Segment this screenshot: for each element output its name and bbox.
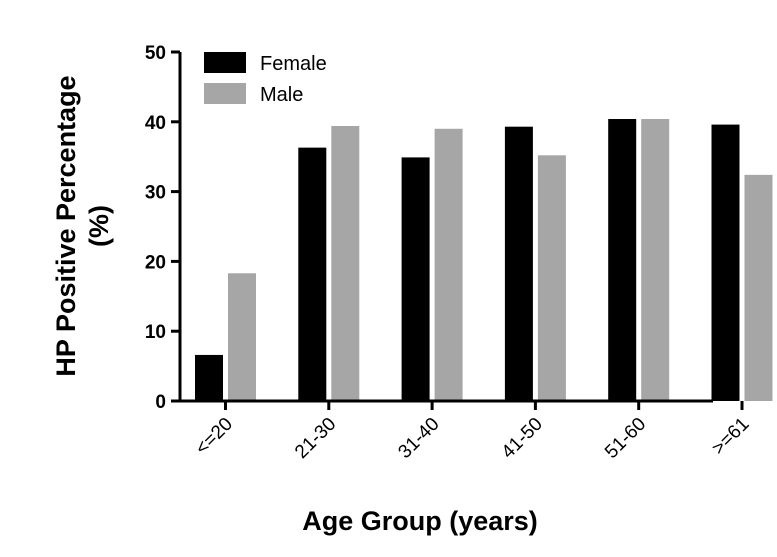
bar-male-2 (434, 128, 463, 401)
y-tick-label: 50 (145, 43, 166, 64)
x-tick-label: 21-30 (291, 414, 340, 463)
y-axis-title-line-2: (%) (84, 205, 114, 247)
y-tick-label: 30 (145, 183, 166, 204)
x-axis-title: Age Group (years) (302, 506, 538, 536)
legend: Female Male (204, 52, 327, 106)
x-tick-label: <=20 (192, 414, 237, 459)
x-tick-label: 31-40 (394, 414, 443, 463)
x-tick-label: 41-50 (498, 414, 547, 463)
y-axis-title-line-1: HP Positive Percentage (51, 75, 81, 376)
bar-female-3 (504, 126, 533, 401)
y-axis-title: HP Positive Percentage (%) (51, 75, 114, 376)
bar-female-5 (711, 124, 740, 401)
legend-label-female: Female (260, 53, 327, 75)
x-axis: <=20 21-30 31-40 41-50 51-60 >=61 (178, 399, 754, 463)
bar-male-3 (537, 155, 566, 401)
bar-male-0 (228, 273, 256, 401)
bar-female-4 (608, 119, 637, 402)
bar-male-1 (331, 125, 360, 401)
y-tick-label: 40 (145, 113, 166, 134)
bars-layer (195, 119, 773, 402)
y-tick-label: 0 (155, 392, 166, 413)
bar-female-2 (401, 157, 430, 401)
bar-female-1 (298, 147, 327, 401)
x-tick-label: >=61 (708, 414, 753, 459)
x-tick-label: 51-60 (601, 414, 650, 463)
bar-male-4 (641, 119, 670, 402)
legend-label-male: Male (260, 84, 303, 106)
y-tick-label: 20 (145, 252, 166, 273)
y-tick-label: 10 (145, 322, 166, 343)
bar-female-0 (195, 354, 223, 401)
bar-male-5 (744, 174, 773, 401)
y-axis: 0 10 20 30 40 50 (145, 43, 182, 413)
legend-swatch-female (204, 52, 246, 73)
legend-swatch-male (204, 83, 246, 104)
